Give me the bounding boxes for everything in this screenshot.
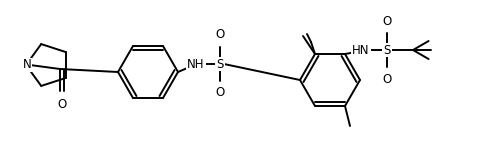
Text: HN: HN [352, 43, 370, 57]
Text: S: S [383, 43, 391, 57]
Text: O: O [57, 97, 67, 111]
Text: O: O [215, 86, 225, 100]
Text: O: O [215, 29, 225, 41]
Text: O: O [382, 73, 392, 86]
Text: S: S [216, 57, 224, 71]
Text: O: O [382, 15, 392, 28]
Text: NH: NH [187, 57, 205, 71]
Text: N: N [22, 59, 31, 71]
